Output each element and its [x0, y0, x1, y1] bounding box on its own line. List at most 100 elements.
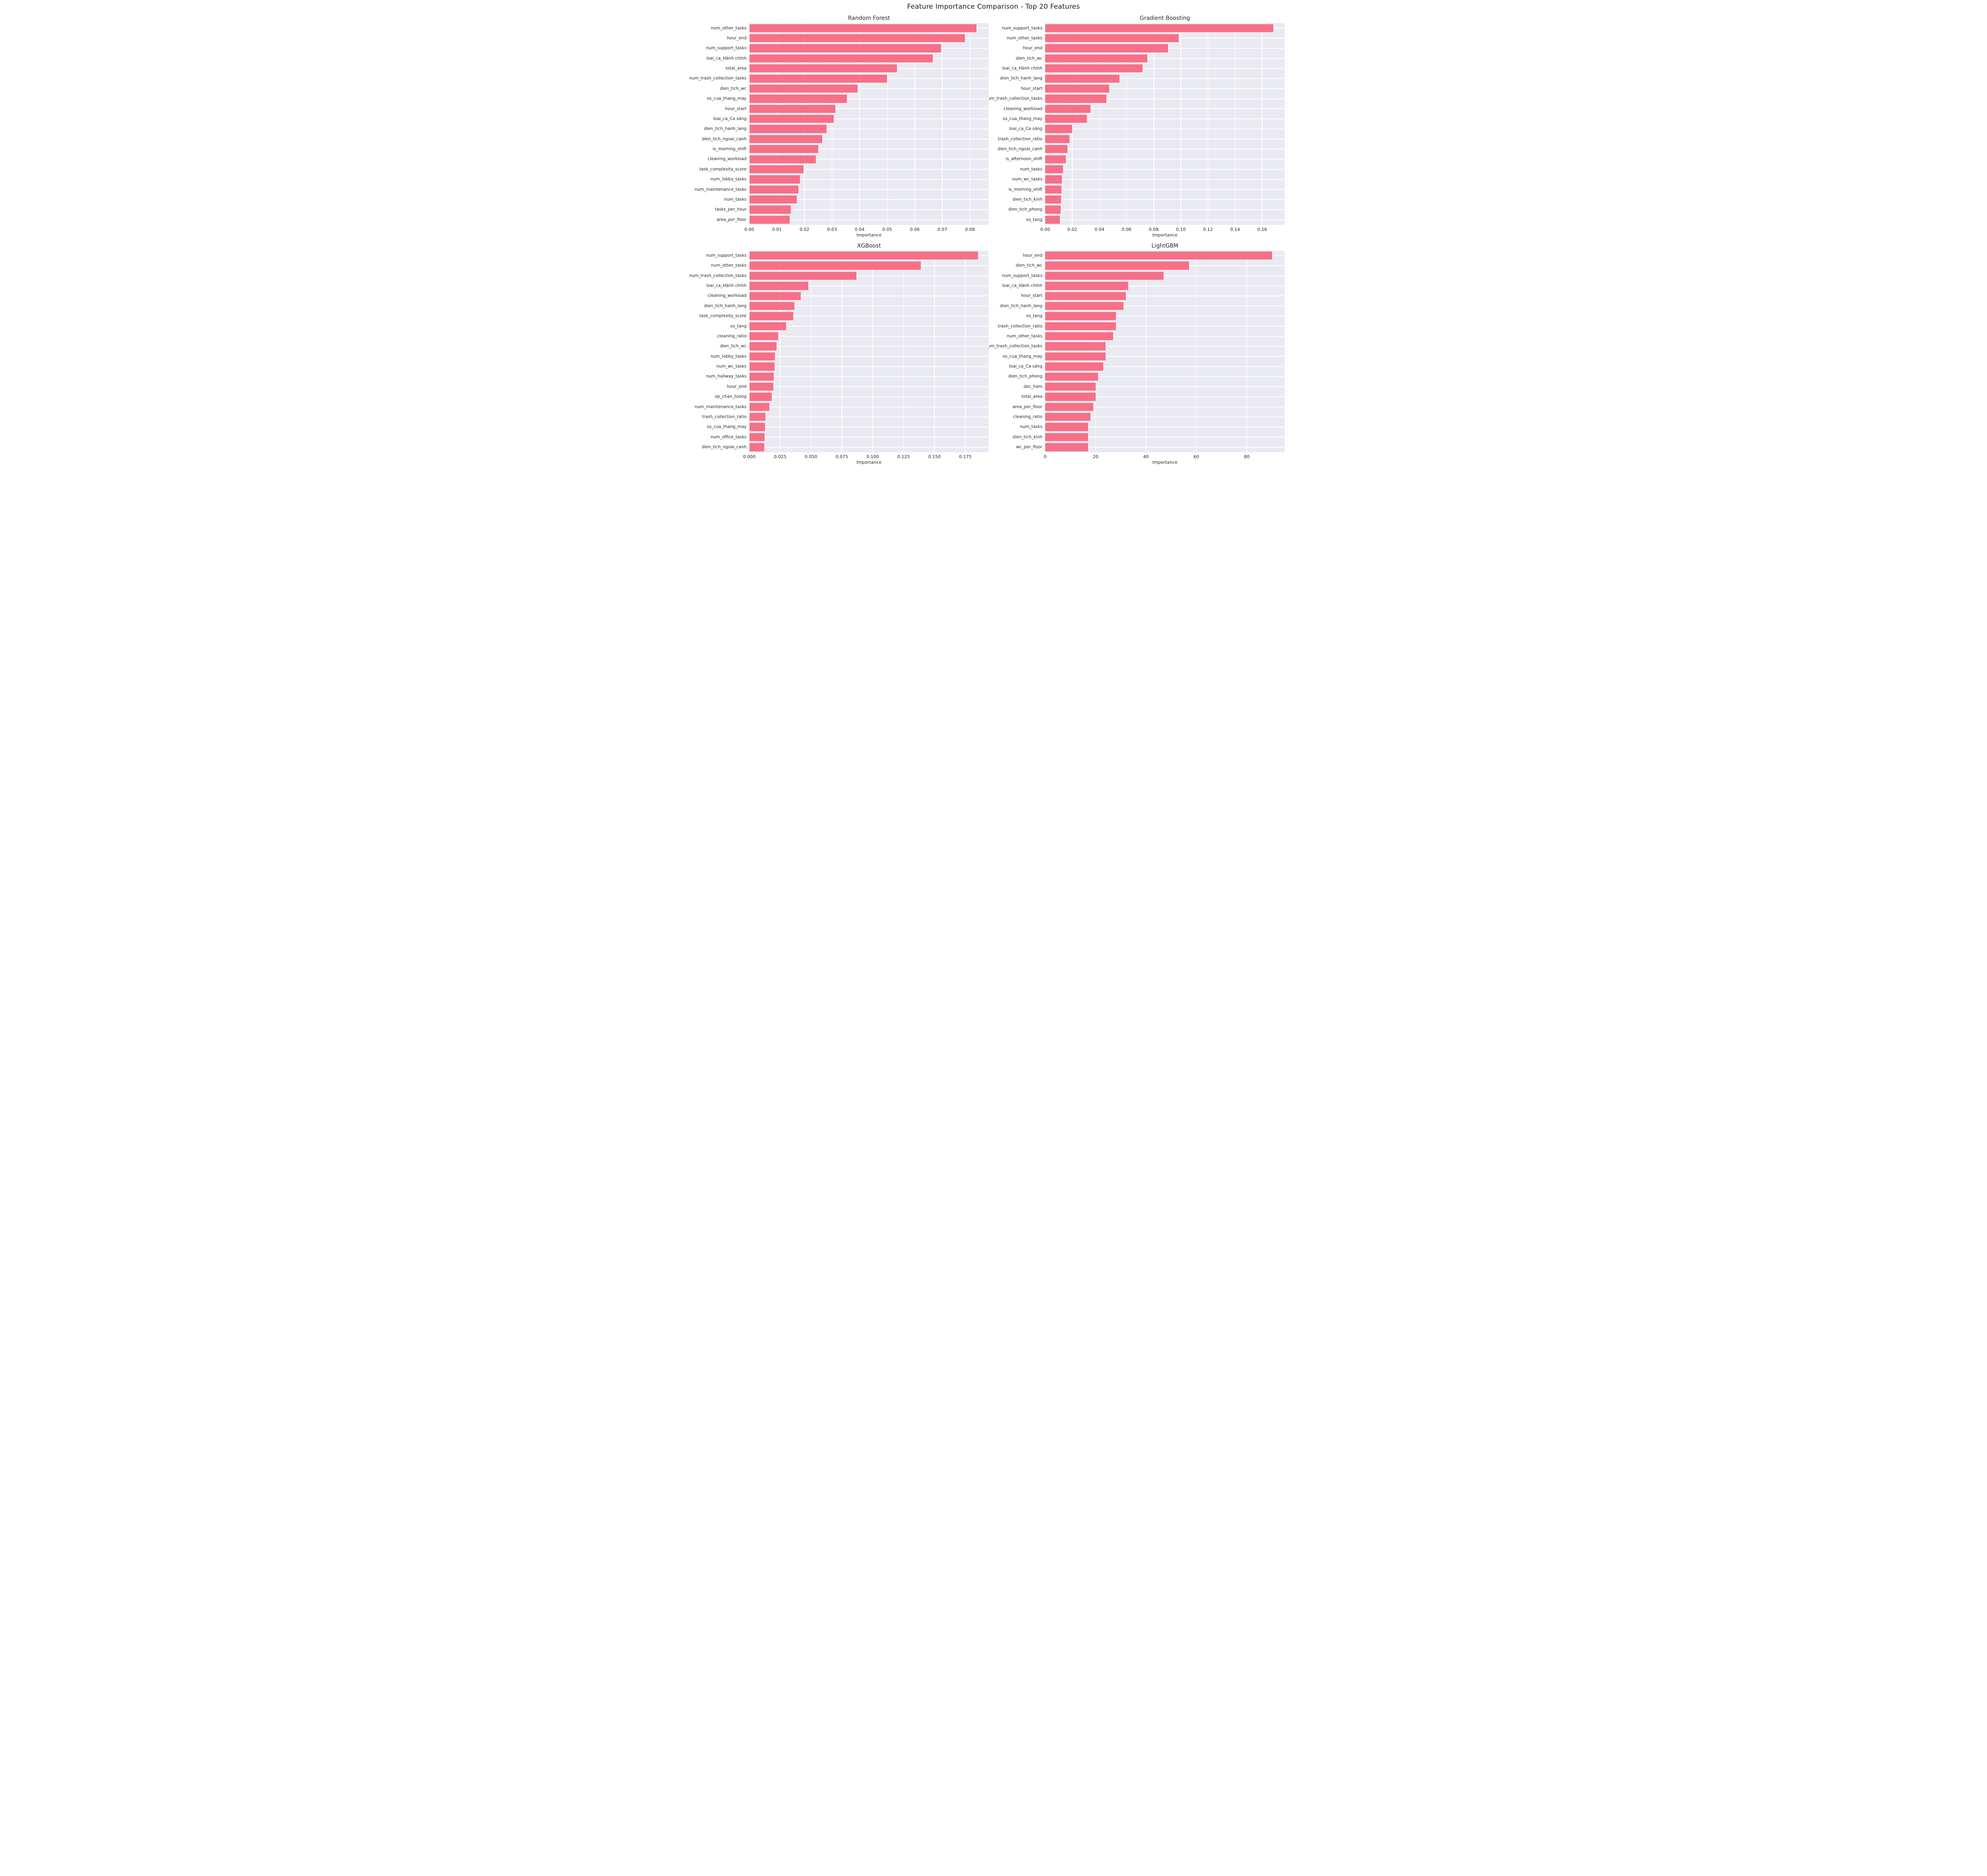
- bar-row: [1045, 63, 1285, 74]
- bar-row: [1045, 351, 1285, 362]
- bar-row: [749, 372, 989, 382]
- y-tick-label: so_cua_thang_may: [707, 424, 747, 430]
- bar-row: [749, 412, 989, 422]
- bar-rows: [749, 23, 989, 225]
- bar-row: [1045, 422, 1285, 432]
- panel-title-xgboost: XGBoost: [857, 242, 881, 249]
- bar-row: [749, 154, 989, 165]
- y-tick-label: area_per_floor: [1012, 404, 1042, 409]
- x-tick-label: 0.05: [882, 227, 892, 232]
- y-tick-label: num_trash_collection_tasks: [689, 273, 747, 278]
- panel-xgboost: XGBoost num_support_tasks num_other_tasks n…: [689, 242, 989, 466]
- importance-bar-num-trash-collection-tasks: [1045, 342, 1106, 350]
- y-tick-label: num_trash_collection_tasks: [689, 76, 747, 81]
- panel-title-lightgbm: LightGBM: [1151, 242, 1178, 249]
- bar-row: [749, 301, 989, 311]
- y-tick-label: num_other_tasks: [711, 263, 747, 268]
- y-tick-label: so_cua_thang_may: [1003, 116, 1042, 121]
- bar-row: [749, 351, 989, 362]
- y-tick-label: num_trash_collection_tasks: [985, 96, 1042, 101]
- importance-bar-wc-per-floor: [1045, 443, 1088, 451]
- importance-bar-cleaning-ratio: [749, 332, 779, 341]
- y-tick-label: is_morning_shift: [1008, 187, 1042, 192]
- importance-bar-loai-ca-h-nh-ch-nh: [749, 282, 808, 290]
- importance-bar-hour-start: [749, 105, 836, 113]
- y-tick-label: num_tasks: [724, 197, 747, 202]
- bar-row: [749, 260, 989, 271]
- y-tick-label: dien_tich_ngoai_canh: [997, 147, 1042, 152]
- importance-bar-cleaning-workload: [749, 155, 816, 163]
- importance-bar-num-trash-collection-tasks: [1045, 95, 1106, 103]
- bar-row: [749, 53, 989, 64]
- bar-row: [749, 134, 989, 144]
- y-tick-label: cleaning_workload: [707, 157, 747, 162]
- importance-bar-dien-tich-wc: [749, 84, 858, 93]
- y-tick-label: dien_tich_phong: [1008, 374, 1042, 379]
- y-tick-label: num_wc_tasks: [1012, 177, 1042, 182]
- bar-row: [749, 321, 989, 331]
- bar-row: [1045, 372, 1285, 382]
- importance-bar-is-afternoon-shift: [1045, 155, 1066, 163]
- importance-bar-dien-tich-hanh-lang: [749, 125, 827, 133]
- bar-row: [1045, 291, 1285, 301]
- y-tick-label: dien_tich_ngoai_canh: [701, 445, 747, 450]
- bar-row: [1045, 194, 1285, 205]
- importance-bar-so-tang: [1045, 215, 1060, 224]
- importance-bar-num-hallway-tasks: [749, 372, 774, 381]
- y-tick-label: loai_ca_Ca sáng: [1009, 126, 1042, 132]
- x-tick-label: 0.125: [897, 454, 910, 459]
- bar-row: [1045, 271, 1285, 281]
- y-tick-label: num_support_tasks: [706, 46, 747, 51]
- bar-row: [749, 271, 989, 281]
- x-axis-label: Importance: [856, 232, 882, 238]
- plot-area-gradient-boosting: [1045, 23, 1285, 225]
- bar-row: [1045, 174, 1285, 185]
- bar-row: [1045, 402, 1285, 412]
- y-tick-label: hour_end: [727, 35, 747, 41]
- importance-bar-trash-collection-ratio: [749, 413, 765, 421]
- importance-bar-loai-ca-ca-s-ng: [749, 115, 834, 123]
- bar-row: [1045, 331, 1285, 341]
- bar-row: [749, 144, 989, 154]
- y-tick-label: hour_start: [1021, 86, 1042, 91]
- bar-row: [749, 291, 989, 301]
- importance-bar-num-other-tasks: [1045, 332, 1114, 341]
- importance-bar-num-other-tasks: [1045, 34, 1179, 43]
- bar-row: [1045, 93, 1285, 104]
- x-axis-label: Importance: [1152, 460, 1177, 465]
- importance-bar-dien-tich-wc: [1045, 54, 1148, 63]
- x-axis-label: Importance: [856, 460, 882, 465]
- importance-bar-trash-collection-ratio: [1045, 135, 1069, 143]
- y-tick-label: is_afternoon_shift: [1005, 157, 1042, 162]
- importance-bar-is-morning-shift: [1045, 185, 1061, 194]
- y-axis-labels: num_support_tasks num_other_tasks hour_end…: [985, 23, 1045, 225]
- bar-row: [1045, 164, 1285, 174]
- y-tick-label: area_per_floor: [717, 217, 747, 222]
- y-tick-label: cleaning_ratio: [717, 333, 747, 339]
- x-tick-label: 0.12: [1203, 227, 1213, 232]
- y-tick-label: hour_end: [727, 384, 747, 389]
- bar-row: [1045, 73, 1285, 84]
- importance-bar-dien-tich-kinh: [1045, 433, 1088, 441]
- importance-bar-num-tasks: [1045, 165, 1063, 174]
- importance-bar-hour-start: [1045, 292, 1126, 300]
- bar-row: [1045, 361, 1285, 372]
- importance-bar-tasks-per-hour: [749, 205, 791, 214]
- y-tick-label: hour_end: [1023, 46, 1042, 51]
- importance-bar-trash-collection-ratio: [1045, 322, 1116, 330]
- bar-row: [749, 391, 989, 402]
- x-tick-label: 0.175: [959, 454, 972, 459]
- y-tick-label: num_lobby_tasks: [711, 177, 747, 182]
- importance-bar-num-wc-tasks: [749, 362, 775, 371]
- bar-row: [1045, 391, 1285, 402]
- importance-bar-num-support-tasks: [749, 44, 941, 52]
- importance-bar-num-other-tasks: [749, 24, 976, 32]
- x-tick-label: 0.10: [1176, 227, 1186, 232]
- y-tick-label: so_tang: [1026, 314, 1042, 319]
- x-axis-ticks: 0.00 0.02 0.04 0.06 0.08 0.10 0.12 0.14 0.16: [1040, 225, 1285, 232]
- y-tick-label: num_support_tasks: [1002, 273, 1042, 278]
- y-tick-label: hour_start: [725, 106, 747, 111]
- y-tick-label: is_morning_shift: [713, 147, 747, 152]
- importance-bar-num-support-tasks: [1045, 271, 1164, 280]
- importance-bar-dien-tich-hanh-lang: [749, 302, 795, 310]
